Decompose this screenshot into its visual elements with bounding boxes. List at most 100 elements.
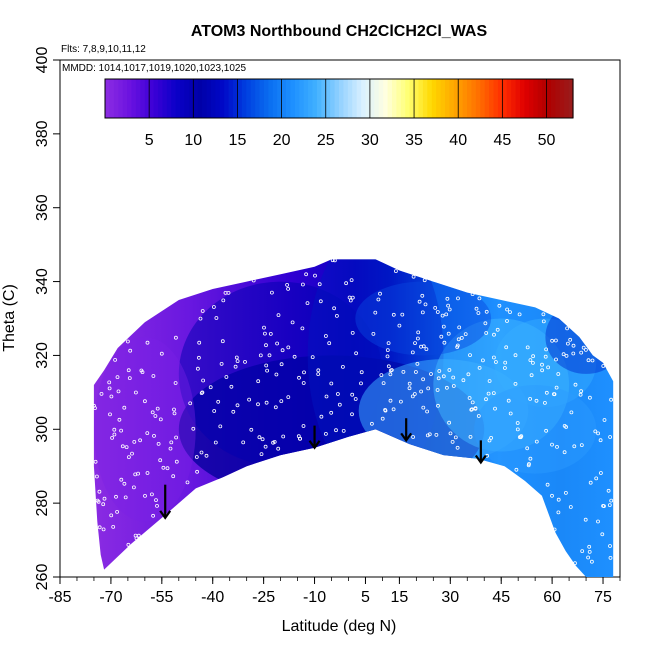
- sample-point: [593, 429, 598, 434]
- sample-point: [493, 406, 497, 411]
- sample-point: [275, 341, 280, 346]
- sample-point: [528, 358, 533, 363]
- sample-point: [260, 437, 265, 442]
- sample-point: [271, 440, 276, 445]
- colorbar-segment: [127, 79, 133, 118]
- sample-point: [276, 313, 281, 318]
- sample-point: [194, 455, 199, 459]
- sample-point: [196, 355, 201, 360]
- sample-point: [133, 472, 138, 477]
- sample-point: [596, 431, 600, 436]
- colorbar-frame: [104, 78, 574, 119]
- colorbar-tick-label: 25: [317, 132, 335, 149]
- sample-point: [556, 510, 561, 515]
- colorbar-segment: [171, 79, 177, 118]
- sample-point: [476, 414, 481, 418]
- sample-point: [497, 303, 502, 308]
- sample-point: [508, 310, 512, 315]
- sample-point: [412, 392, 417, 396]
- sample-point: [470, 400, 475, 405]
- sample-point: [554, 385, 559, 390]
- sample-point: [489, 435, 494, 440]
- sample-point: [132, 439, 137, 444]
- sample-point: [590, 358, 595, 363]
- sample-point: [562, 450, 567, 455]
- colorbar-segment: [237, 79, 243, 118]
- sample-point: [506, 398, 511, 403]
- sample-point: [433, 305, 438, 310]
- sample-point: [231, 409, 236, 414]
- sample-point: [150, 410, 155, 415]
- sample-point: [165, 466, 170, 471]
- sample-point: [568, 337, 573, 342]
- sample-point: [152, 433, 156, 438]
- sample-point: [258, 353, 263, 358]
- sample-point: [300, 326, 305, 331]
- colorbar-segment: [113, 79, 119, 118]
- sample-point: [544, 390, 549, 395]
- x-tick-label: -40: [201, 589, 224, 606]
- colorbar-segment: [378, 79, 384, 118]
- sample-point: [480, 358, 485, 363]
- sample-point: [99, 391, 104, 396]
- sample-point: [110, 435, 114, 440]
- sample-point: [568, 505, 573, 509]
- sample-point: [116, 389, 121, 394]
- sample-point: [109, 394, 114, 399]
- colorbar-segment: [489, 79, 495, 118]
- sample-point: [413, 370, 418, 374]
- sample-point: [467, 396, 472, 400]
- field-patch: [545, 300, 614, 374]
- sample-point: [243, 359, 247, 364]
- sample-point: [300, 282, 305, 287]
- sample-point: [263, 444, 268, 449]
- sample-point: [349, 278, 354, 283]
- sample-point: [302, 370, 306, 375]
- sample-point: [115, 375, 120, 380]
- sample-point: [461, 378, 466, 383]
- sample-point: [442, 340, 447, 345]
- sample-point: [142, 399, 147, 404]
- sample-point: [265, 368, 270, 373]
- sample-point: [119, 477, 124, 482]
- sample-point: [552, 527, 557, 532]
- sample-point: [139, 368, 144, 373]
- sample-point: [413, 341, 417, 346]
- colorbar-segment: [144, 79, 150, 118]
- sample-point: [473, 406, 478, 411]
- sample-point: [579, 389, 583, 394]
- arrow-markers: [159, 418, 487, 520]
- sample-point: [554, 338, 558, 343]
- colorbar-segment: [515, 79, 521, 118]
- sample-point: [134, 536, 139, 541]
- sample-point: [117, 417, 122, 422]
- sample-point: [221, 298, 226, 303]
- colorbar-segment: [550, 79, 556, 118]
- sample-point: [185, 480, 190, 485]
- colorbar-tick-label: 30: [361, 132, 379, 149]
- colorbar-segment: [321, 79, 327, 118]
- sample-point: [439, 334, 444, 339]
- sample-point: [111, 525, 116, 529]
- colorbar-segment: [462, 79, 468, 118]
- sample-point: [145, 340, 150, 345]
- sample-point: [376, 297, 381, 302]
- sample-point: [171, 474, 176, 479]
- sample-point: [419, 344, 423, 349]
- sample-point: [279, 399, 284, 404]
- sample-point: [474, 306, 479, 311]
- sample-point: [216, 399, 221, 404]
- sample-point: [436, 403, 440, 408]
- sample-point: [486, 391, 491, 396]
- colorbar-tick-label: 20: [273, 132, 291, 149]
- sample-point: [226, 290, 231, 295]
- sample-point: [211, 305, 216, 309]
- field-patch: [474, 385, 597, 474]
- colorbar-segment: [233, 79, 239, 118]
- colorbar-segment: [250, 79, 256, 118]
- sample-point: [495, 327, 500, 332]
- colorbar-segment: [246, 79, 252, 118]
- y-tick-label: 300: [34, 416, 51, 443]
- sample-point: [569, 410, 574, 415]
- sample-point: [138, 438, 143, 443]
